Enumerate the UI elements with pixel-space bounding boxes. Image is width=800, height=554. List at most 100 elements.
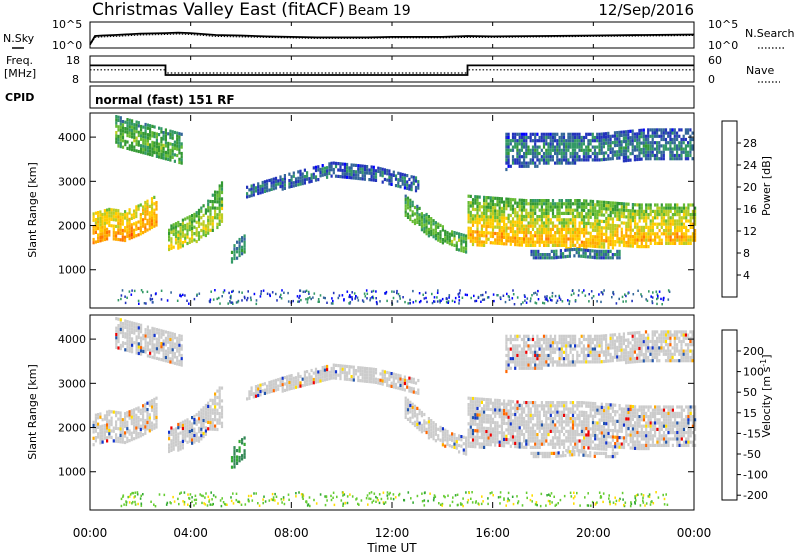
data-cell (640, 135, 643, 139)
data-cell (598, 219, 601, 223)
data-cell (150, 219, 154, 223)
data-cell (525, 423, 528, 427)
data-cell (547, 202, 550, 206)
data-cell (193, 440, 196, 444)
data-cell (538, 161, 541, 165)
data-cell (503, 441, 506, 445)
data-cell (176, 299, 179, 302)
data-cell (137, 133, 140, 138)
data-cell (602, 256, 605, 260)
data-cell (306, 379, 309, 383)
data-cell (178, 160, 181, 165)
data-cell (527, 417, 530, 421)
data-cell (589, 241, 592, 245)
data-cell (209, 405, 212, 409)
data-cell (138, 302, 140, 305)
data-cell (514, 158, 517, 162)
data-cell (202, 431, 205, 435)
data-cell (97, 435, 100, 439)
data-cell (529, 139, 532, 143)
data-cell (483, 240, 486, 244)
data-cell (417, 186, 420, 190)
data-cell (303, 175, 306, 179)
data-cell (115, 131, 118, 135)
data-cell (434, 426, 437, 430)
data-cell (480, 214, 483, 218)
data-cell (551, 237, 555, 241)
data-cell (569, 145, 572, 149)
data-cell (306, 382, 309, 386)
data-cell (453, 243, 456, 247)
data-cell (119, 141, 122, 145)
data-cell (363, 164, 366, 168)
data-cell (542, 158, 546, 162)
data-cell (685, 232, 688, 236)
data-cell (591, 238, 595, 242)
data-cell (108, 233, 111, 237)
data-cell (598, 158, 601, 162)
data-cell (600, 291, 603, 294)
data-cell (364, 295, 367, 298)
data-cell (516, 406, 519, 410)
data-cell (511, 428, 515, 433)
data-cell (560, 218, 563, 222)
data-cell (645, 222, 648, 226)
data-cell (288, 381, 291, 385)
data-cell (379, 170, 382, 174)
data-cell (401, 172, 404, 177)
data-cell (485, 398, 488, 402)
data-cell (200, 216, 203, 220)
data-cell (642, 245, 646, 249)
data-cell (115, 234, 118, 238)
data-cell (214, 193, 217, 197)
data-cell (638, 128, 641, 133)
data-cell (638, 157, 641, 161)
data-cell (551, 202, 555, 206)
data-cell (578, 139, 581, 143)
data-cell (511, 400, 515, 404)
data-cell (558, 237, 561, 241)
data-cell (547, 215, 550, 219)
data-cell (144, 229, 147, 233)
data-cell (649, 134, 652, 138)
data-cell (605, 141, 608, 145)
data-cell (685, 216, 688, 220)
data-cell (292, 383, 295, 387)
data-cell (554, 224, 557, 228)
data-cell (99, 431, 102, 435)
data-cell (170, 432, 173, 436)
data-cell (448, 242, 451, 246)
data-cell (103, 234, 106, 238)
data-cell (514, 425, 517, 429)
data-cell (633, 148, 636, 152)
data-cell (576, 155, 579, 159)
data-cell (645, 209, 648, 213)
data-cell (556, 439, 559, 443)
data-cell (252, 186, 255, 191)
data-cell (184, 438, 187, 442)
data-cell (112, 214, 115, 219)
data-cell (689, 225, 692, 229)
data-cell (598, 203, 601, 207)
data-cell (359, 164, 362, 168)
data-cell (341, 162, 344, 166)
data-cell (546, 256, 549, 260)
data-cell (653, 141, 656, 145)
data-cell (425, 219, 428, 223)
data-cell (567, 445, 570, 449)
data-cell (687, 203, 690, 207)
data-cell (647, 134, 650, 138)
data-cell (676, 225, 679, 229)
data-cell (531, 161, 535, 165)
data-cell (538, 404, 541, 408)
data-cell (518, 158, 521, 162)
data-cell (119, 225, 122, 229)
data-cell (625, 133, 628, 137)
data-cell (218, 418, 221, 422)
data-cell (270, 380, 273, 384)
data-cell (487, 398, 490, 402)
data-cell (594, 238, 597, 242)
data-cell (297, 170, 300, 174)
data-cell (191, 432, 194, 436)
